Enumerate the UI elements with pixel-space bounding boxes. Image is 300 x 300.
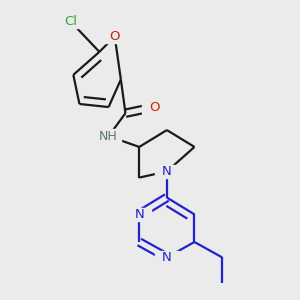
Text: O: O <box>110 30 120 43</box>
Bar <box>103 30 127 43</box>
Bar <box>96 130 121 143</box>
Bar <box>127 208 152 221</box>
Bar <box>155 250 179 264</box>
Text: O: O <box>149 100 160 114</box>
Text: N: N <box>162 165 172 178</box>
Bar <box>155 165 179 178</box>
Bar <box>142 100 167 114</box>
Text: N: N <box>134 208 144 221</box>
Text: NH: NH <box>99 130 118 143</box>
Text: Cl: Cl <box>64 15 77 28</box>
Bar <box>58 14 82 28</box>
Text: N: N <box>162 251 172 264</box>
